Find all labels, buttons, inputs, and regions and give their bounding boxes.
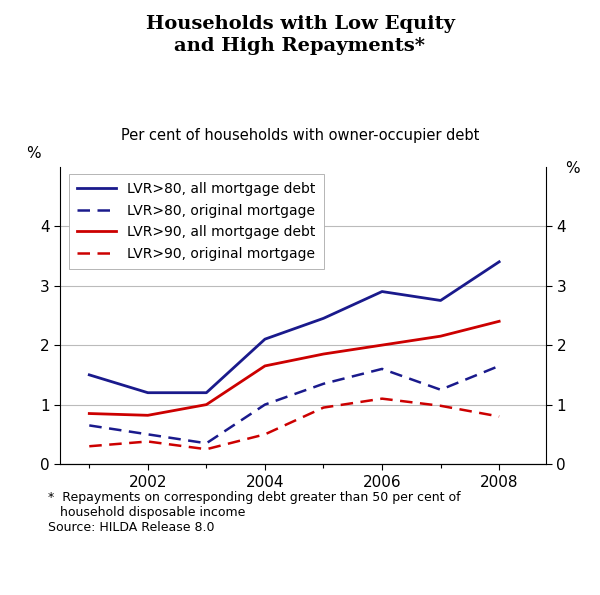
LVR>80, all mortgage debt [379,288,386,295]
LVR>90, original mortgage [379,395,386,402]
Text: Households with Low Equity
and High Repayments*: Households with Low Equity and High Repa… [146,15,455,55]
LVR>90, all mortgage debt [203,401,210,408]
LVR>80, original mortgage [379,365,386,372]
Legend: LVR>80, all mortgage debt, LVR>80, original mortgage, LVR>90, all mortgage debt,: LVR>80, all mortgage debt, LVR>80, origi… [69,174,324,270]
LVR>90, all mortgage debt [144,412,151,419]
Line: LVR>80, all mortgage debt: LVR>80, all mortgage debt [89,262,499,393]
LVR>80, all mortgage debt [437,297,444,304]
LVR>90, original mortgage [144,438,151,445]
Line: LVR>80, original mortgage: LVR>80, original mortgage [89,366,499,443]
LVR>90, all mortgage debt [379,342,386,349]
LVR>80, all mortgage debt [203,389,210,396]
LVR>90, original mortgage [437,402,444,409]
LVR>90, all mortgage debt [437,333,444,340]
Y-axis label: %: % [565,161,580,176]
LVR>90, original mortgage [320,404,327,411]
LVR>80, original mortgage [203,440,210,447]
Line: LVR>90, all mortgage debt: LVR>90, all mortgage debt [89,321,499,415]
LVR>80, all mortgage debt [320,315,327,322]
Y-axis label: %: % [26,146,41,161]
LVR>90, original mortgage [262,431,269,438]
LVR>80, original mortgage [262,401,269,408]
LVR>80, original mortgage [496,362,503,369]
Text: *  Repayments on corresponding debt greater than 50 per cent of
   household dis: * Repayments on corresponding debt great… [48,491,461,534]
LVR>80, original mortgage [437,386,444,393]
LVR>80, all mortgage debt [144,389,151,396]
LVR>90, all mortgage debt [320,350,327,358]
LVR>90, all mortgage debt [262,362,269,369]
LVR>90, all mortgage debt [86,410,93,417]
LVR>80, all mortgage debt [496,258,503,265]
LVR>90, original mortgage [86,443,93,450]
LVR>80, all mortgage debt [262,336,269,343]
Text: Per cent of households with owner-occupier debt: Per cent of households with owner-occupi… [121,128,479,143]
LVR>90, original mortgage [203,446,210,453]
LVR>80, original mortgage [86,422,93,429]
Line: LVR>90, original mortgage: LVR>90, original mortgage [89,399,499,449]
LVR>80, original mortgage [144,431,151,438]
LVR>80, all mortgage debt [86,371,93,378]
LVR>90, original mortgage [496,413,503,420]
LVR>80, original mortgage [320,380,327,387]
LVR>90, all mortgage debt [496,318,503,325]
